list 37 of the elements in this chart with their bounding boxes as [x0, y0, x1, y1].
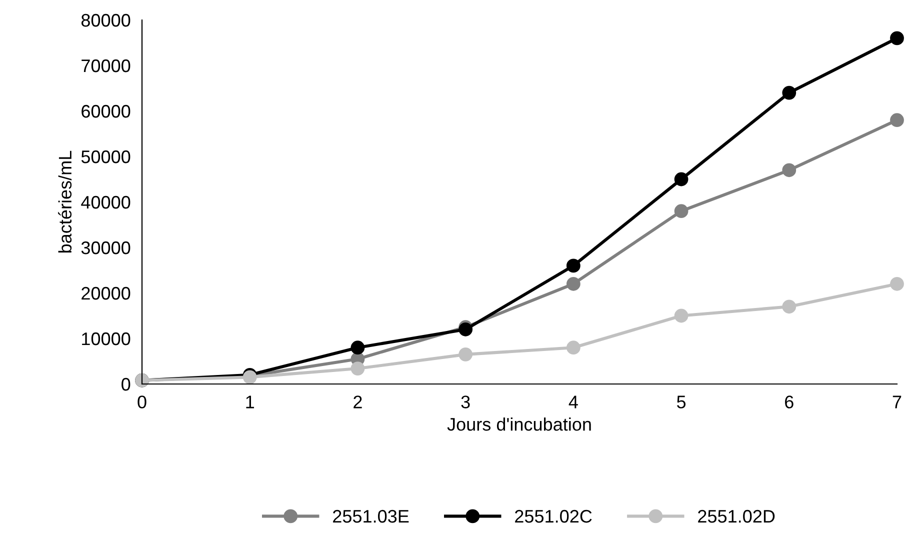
x-tick-label: 5 [676, 396, 686, 408]
y-tick-label: 20000 [82, 286, 130, 300]
point [782, 300, 796, 314]
legend-label: 2551.02C [515, 510, 592, 523]
point [458, 347, 473, 362]
y-tick-label: 0 [122, 378, 130, 391]
point [674, 204, 688, 218]
y-tick-label: 30000 [81, 241, 130, 254]
point [350, 340, 365, 355]
legend-label: 2551.03E [333, 510, 409, 523]
point [566, 276, 580, 291]
point [782, 86, 796, 100]
point [890, 113, 904, 128]
point [674, 172, 688, 186]
point [566, 258, 580, 273]
y-axis-title: bactéries/mL [58, 150, 72, 253]
x-tick-label: 1 [246, 396, 254, 408]
x-tick-label: 6 [785, 396, 794, 408]
y-tick-label: 10000 [82, 332, 130, 346]
point [890, 276, 904, 291]
y-tick-label: 70000 [82, 59, 130, 72]
point [566, 340, 580, 355]
point [890, 31, 904, 46]
point [674, 308, 688, 323]
x-tick-label: 2 [354, 396, 362, 408]
point [350, 362, 365, 376]
x-tick-label: 3 [461, 396, 470, 408]
x-axis-title: Jours d'incubation [447, 418, 591, 431]
point [782, 163, 796, 178]
x-tick-label: 7 [892, 396, 902, 408]
legend-label: 2551.02D [698, 510, 775, 523]
x-tick-label: 0 [138, 396, 146, 408]
y-tick-label: 50000 [81, 150, 130, 164]
y-tick-label: 40000 [81, 196, 130, 209]
y-tick-label: 80000 [81, 14, 130, 27]
y-tick-label: 60000 [82, 104, 130, 118]
x-tick-label: 4 [568, 396, 578, 408]
